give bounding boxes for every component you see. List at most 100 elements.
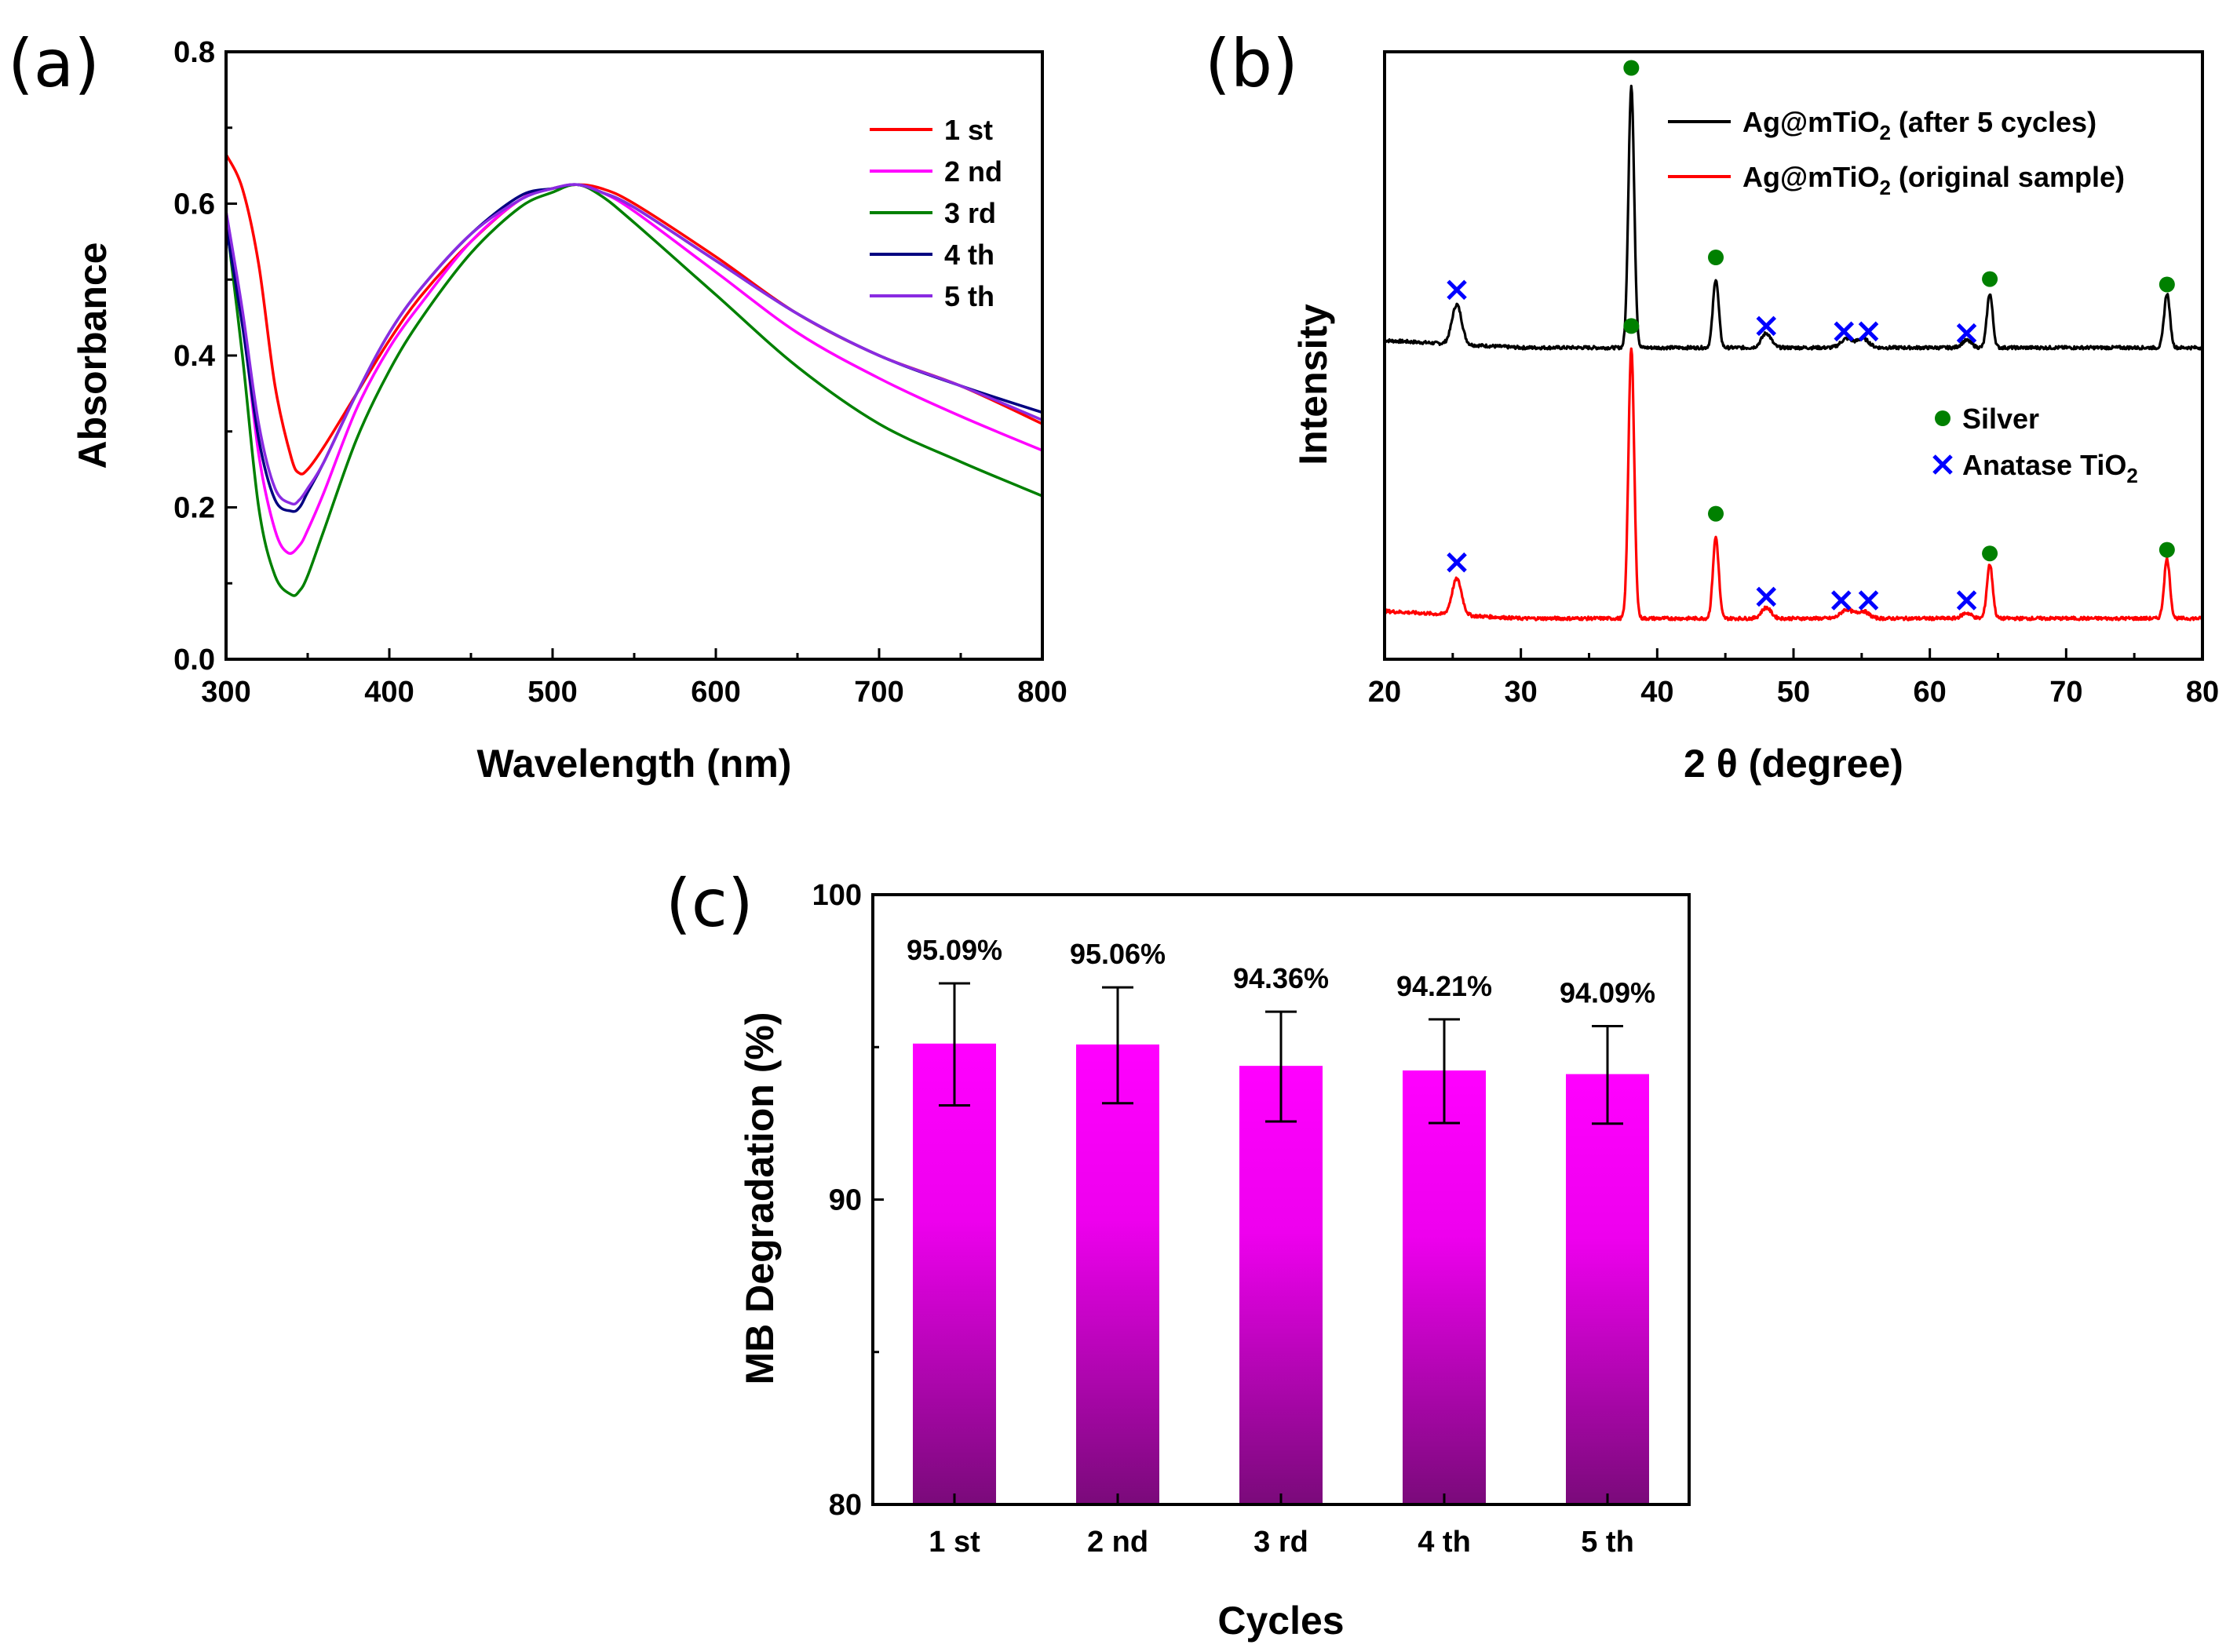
panel-c-label: (c) [666,865,754,942]
panel-a-frame [224,50,1044,661]
y-tick-label: 80 [829,1489,862,1522]
bar-1 [913,1044,996,1504]
panel-c-ticks: 80 90 100 1 st 2 nd 3 rd 4 th 5 th [812,879,1634,1559]
panel-a-label: (a) [8,25,100,102]
panel-b-ylabel: Intensity [1291,304,1335,465]
panel-b-xlabel-text: 2 θ (degree) [1684,742,1903,786]
silver-marker [1982,545,1998,562]
x-tick-label: 700 [854,676,903,709]
x-tick-label: 400 [364,676,414,709]
x-tick-label: 20 [1368,676,1401,709]
x-tick-label: 3 rd [1253,1526,1308,1559]
data-label-2: 95.06% [1070,938,1166,970]
silver-marker [1623,318,1640,334]
anatase-marker [1831,590,1852,611]
y-tick-label: 0.8 [173,36,215,69]
y-tick-label: 0.2 [173,492,215,525]
legend-silver-label: Silver [1962,403,2039,435]
anatase-marker [1858,590,1879,611]
data-label-5: 94.09% [1560,976,1655,1008]
x-tick-label: 50 [1777,676,1810,709]
anatase-marker [1756,586,1777,607]
legend-label-1-part-a: Ag@mTiO [1742,106,1879,138]
legend-label-2: Ag@mTiO2 (original sample) [1742,161,2125,199]
y-tick-label: 0.6 [173,188,215,221]
x-tick-label: 5 th [1581,1526,1634,1559]
silver-marker [1623,60,1640,76]
x-tick-label: 2 nd [1087,1526,1148,1559]
x-tick-label: 80 [2186,676,2219,709]
x-tick-label: 800 [1017,676,1067,709]
legend-label-1-part-b: (after 5 cycles) [1891,106,2096,138]
panel-a-uv-vis: (a) 300 400 500 600 700 800 0.0 0.2 0.4 0.6 0.8 Wa… [8,25,1067,786]
legend-anatase-label: Anatase TiO2 [1962,449,2138,487]
legend-label-5: 5 th [944,280,994,312]
x-tick-label: 600 [691,676,740,709]
x-tick-label: 60 [1914,676,1947,709]
anatase-marker [1956,323,1977,344]
legend-label-4: 4 th [944,239,994,271]
panel-c-bar: (c) 95.09% 95.06% 94.36% 94.21% 94.09% 80 90 1… [666,865,1691,1643]
legend-label-2-part-b: (original sample) [1891,161,2125,193]
data-label-3: 94.36% [1233,962,1329,994]
legend-label-1: Ag@mTiO2 (after 5 cycles) [1742,106,2096,144]
legend-label-1-subscript: 2 [1879,121,1890,144]
y-tick-label: 0.4 [173,340,215,373]
legend-label-3: 3 rd [944,197,996,229]
series-line-3 [224,183,1043,597]
x-tick-label: 300 [201,676,250,709]
x-tick-label: 1 st [929,1526,980,1559]
x-tick-label: 500 [527,676,577,709]
silver-marker [1708,505,1724,522]
panel-a-legend: 1 st 2 nd 3 rd 4 th 5 th [870,114,1002,312]
x-tick-label: 30 [1505,676,1538,709]
series-line-5 [224,183,1043,506]
anatase-marker [1447,552,1467,573]
panel-b-xrd: (b) 20 30 40 50 60 70 80 2 θ (degree) Intensit… [1205,25,2219,786]
panel-c-plot-area: 95.09% 95.06% 94.36% 94.21% 94.09% [907,934,1655,1504]
panel-c-ylabel: MB Degradation (%) [738,1012,782,1385]
x-tick-label: 40 [1640,676,1673,709]
panel-b-label: (b) [1205,25,1298,102]
xrd-pattern-2 [1383,347,2204,622]
bar-5 [1566,1074,1649,1504]
y-tick-label: 90 [829,1184,862,1217]
data-label-4: 94.21% [1396,970,1492,1002]
xrd-pattern-1 [1384,84,2203,351]
anatase-marker [1956,590,1977,611]
anatase-marker [1756,315,1777,337]
panel-c-xlabel: Cycles [1217,1599,1344,1643]
anatase-marker [1858,321,1879,342]
legend-anatase-label-part-a: Anatase TiO [1962,449,2126,481]
silver-marker [2158,542,2175,558]
data-label-1: 95.09% [907,934,1002,966]
legend-label-2-subscript: 2 [1879,176,1890,199]
legend-silver-symbol [1935,410,1950,426]
panel-b-frame [1383,50,2204,661]
panel-a-plot-area [224,153,1043,597]
panel-a-ylabel: Absorbance [71,243,115,469]
panel-b-legend: Ag@mTiO2 (after 5 cycles)Ag@mTiO2 (origi… [1668,106,2138,487]
panel-b-plot-area [1383,60,2204,622]
panel-b-ticks: 20 30 40 50 60 70 80 [1368,648,2219,709]
series-line-2 [224,183,1043,555]
x-tick-label: 4 th [1418,1526,1471,1559]
anatase-marker [1447,279,1467,301]
bar-4 [1403,1070,1486,1504]
y-tick-label: 0.0 [173,644,215,676]
legend-label-2-part-a: Ag@mTiO [1742,161,1879,193]
silver-marker [1708,250,1724,265]
silver-marker [2158,276,2175,293]
y-tick-label: 100 [812,879,862,912]
legend-label-2: 2 nd [944,155,1002,188]
bar-2 [1076,1045,1159,1504]
legend-anatase-symbol [1932,454,1953,475]
panel-b-xlabel: 2 θ (degree) [1684,742,1903,786]
bar-3 [1239,1067,1323,1504]
panel-a-ticks: 300 400 500 600 700 800 0.0 0.2 0.4 0.6 0.8 [173,36,1067,709]
panel-a-xlabel: Wavelength (nm) [477,742,792,786]
silver-marker [1982,271,1998,287]
anatase-marker [1834,321,1855,342]
legend-anatase-label-subscript: 2 [2126,464,2137,487]
